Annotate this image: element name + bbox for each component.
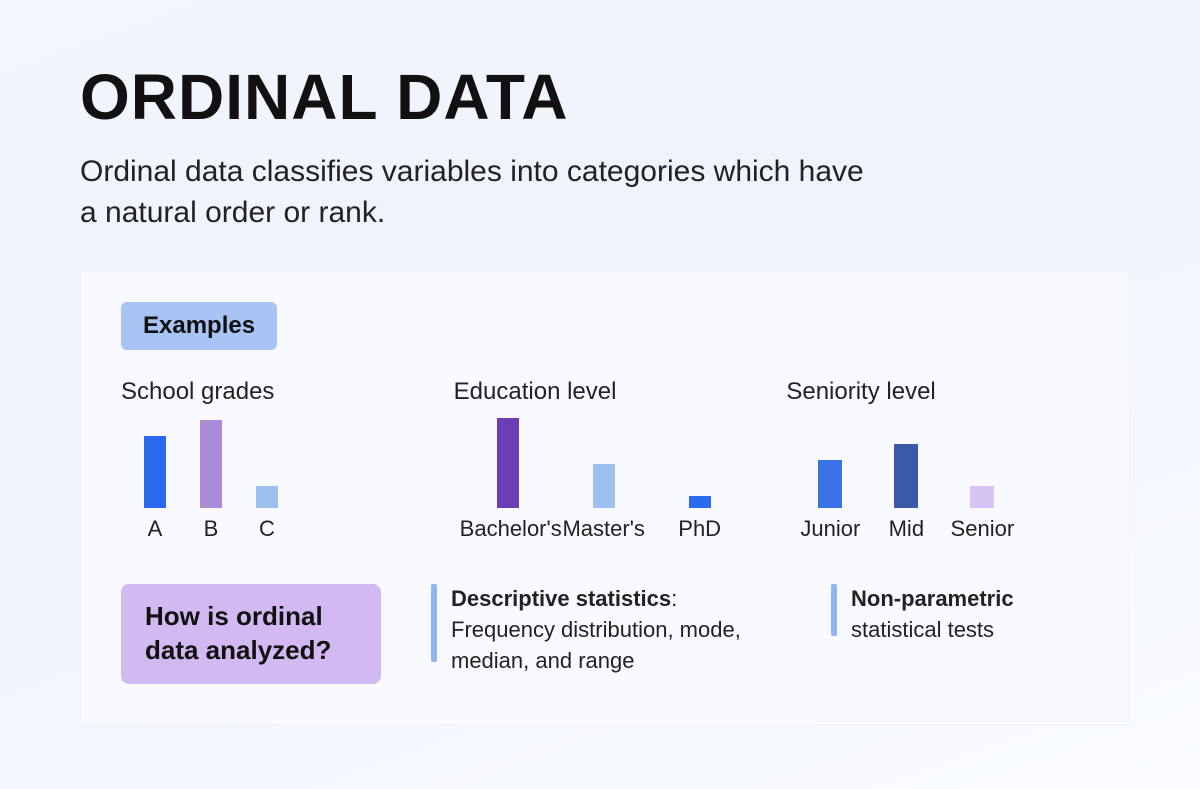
bar-label: A (127, 516, 183, 542)
how-analyzed-badge: How is ordinal data analyzed? (121, 584, 381, 684)
bar-label: B (183, 516, 239, 542)
bar-column (556, 464, 652, 508)
chart-bar (970, 486, 994, 508)
chart-title: Education level (454, 378, 757, 406)
chart-bar (497, 418, 519, 508)
chart-bar (818, 460, 842, 508)
bar-label: Senior (944, 516, 1020, 542)
bar-label: PhD (652, 516, 748, 542)
analysis-bold: Non-parametric (851, 586, 1014, 611)
chart-bars (454, 418, 757, 508)
analysis-item: Non-parametric statistical tests (831, 584, 1089, 676)
bar-column (792, 460, 868, 508)
bar-label: C (239, 516, 295, 542)
chart-labels: JuniorMidSenior (786, 516, 1089, 542)
chart-labels: ABC (121, 516, 424, 542)
chart-block: Education level Bachelor'sMaster'sPhD (454, 378, 757, 542)
analysis-text: Non-parametric statistical tests (851, 584, 1089, 676)
chart-bar (894, 444, 918, 508)
bar-label: Bachelor's (460, 516, 556, 542)
chart-bar (144, 436, 166, 508)
chart-bar (256, 486, 278, 508)
bar-column (460, 418, 556, 508)
bar-column (652, 496, 748, 508)
content-panel: Examples School grades ABC Education level… (80, 271, 1130, 725)
chart-block: Seniority level JuniorMidSenior (786, 378, 1089, 542)
page-title: ORDINAL DATA (80, 60, 1130, 134)
accent-bar (431, 584, 437, 662)
chart-bar (200, 420, 222, 508)
chart-bar (593, 464, 615, 508)
analysis-items: Descriptive statistics: Frequency distri… (431, 584, 1089, 676)
chart-block: School grades ABC (121, 378, 424, 542)
chart-bars (786, 418, 1089, 508)
charts-row: School grades ABC Education level Bachelor'… (121, 378, 1089, 542)
bar-column (944, 486, 1020, 508)
analysis-bold: Descriptive statistics (451, 586, 671, 611)
how-line-1: How is ordinal (145, 601, 323, 631)
bar-label: Junior (792, 516, 868, 542)
analysis-row: How is ordinal data analyzed? Descriptiv… (121, 584, 1089, 684)
chart-title: Seniority level (786, 378, 1089, 406)
accent-bar (831, 584, 837, 636)
bar-label: Master's (556, 516, 652, 542)
bar-column (868, 444, 944, 508)
how-line-2: data analyzed? (145, 635, 331, 665)
bar-label: Mid (868, 516, 944, 542)
page-subtitle: Ordinal data classifies variables into c… (80, 152, 880, 233)
bar-column (183, 420, 239, 508)
bar-column (127, 436, 183, 508)
examples-badge: Examples (121, 302, 277, 350)
chart-bar (689, 496, 711, 508)
chart-bars (121, 418, 424, 508)
analysis-item: Descriptive statistics: Frequency distri… (431, 584, 771, 676)
bar-column (239, 486, 295, 508)
chart-labels: Bachelor'sMaster'sPhD (454, 516, 757, 542)
chart-title: School grades (121, 378, 424, 406)
analysis-text: Descriptive statistics: Frequency distri… (451, 584, 771, 676)
